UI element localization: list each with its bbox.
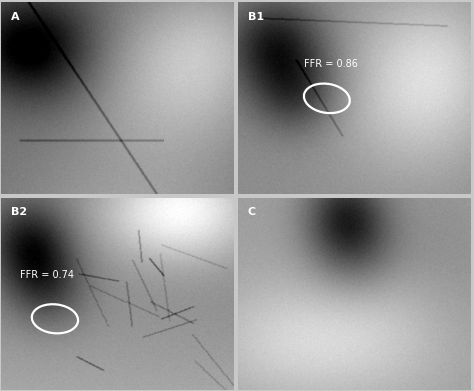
- Text: FFR = 0.86: FFR = 0.86: [303, 59, 357, 69]
- Text: B1: B1: [248, 12, 264, 22]
- Text: A: A: [11, 12, 19, 22]
- Text: C: C: [248, 208, 256, 217]
- Text: FFR = 0.74: FFR = 0.74: [20, 270, 74, 280]
- Text: B2: B2: [11, 208, 27, 217]
